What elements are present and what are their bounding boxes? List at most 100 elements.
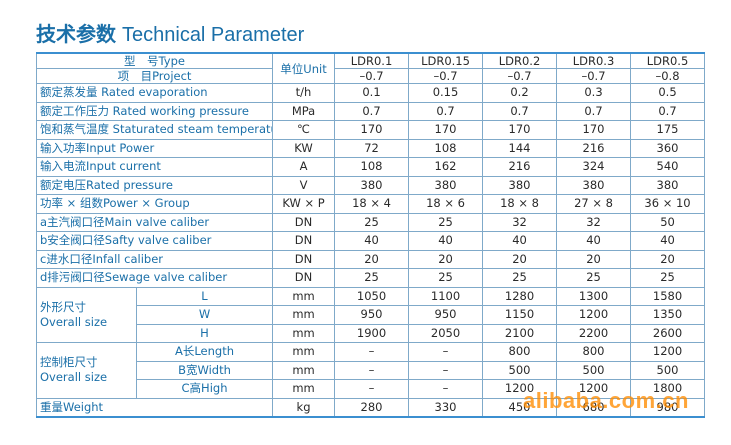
- value-cell: 1200: [556, 305, 632, 325]
- value-cell: 0.7: [482, 101, 558, 121]
- type-label: 型 号Type: [35, 52, 274, 69]
- unit-cell: mm: [272, 360, 336, 380]
- unit-cell: t/h: [272, 83, 336, 103]
- value-cell: –: [334, 342, 410, 362]
- table-row: 重量Weight kg 280 330 450 680 980: [35, 397, 706, 418]
- value-cell: 170: [556, 120, 632, 140]
- table-row: 输入功率Input Power KW 72 108 144 216 360: [35, 138, 706, 158]
- value-cell: 450: [482, 397, 558, 418]
- value-cell: 1300: [556, 286, 632, 306]
- table-row: 外形尺寸 Overall size L mm 1050 1100 1280 130…: [36, 286, 706, 343]
- table-row: b安全阀口径Safty valve caliber DN 40 40 40 40 40: [35, 231, 706, 251]
- value-cell: 380: [334, 175, 410, 195]
- value-cell: 280: [334, 397, 410, 418]
- row-label: 饱和蒸气温度 Staturated steam temperature: [35, 120, 274, 140]
- table-row: c进水口径Infall caliber DN 20 20 20 20 20: [35, 249, 706, 269]
- unit-cell: DN: [272, 249, 336, 269]
- model-4-line1: LDR0.5: [630, 52, 706, 69]
- value-cell: 50: [630, 212, 706, 232]
- value-cell: 2600: [630, 323, 706, 343]
- value-cell: 25: [408, 268, 484, 288]
- value-cell: 20: [408, 249, 484, 269]
- control-cabinet-label-en: Overall size: [40, 370, 108, 385]
- unit-cell: ℃: [272, 120, 336, 140]
- value-cell: 1200: [630, 342, 706, 362]
- unit-cell: mm: [272, 342, 336, 362]
- value-cell: 25: [334, 268, 410, 288]
- value-cell: 950: [334, 305, 410, 325]
- value-cell: 380: [556, 175, 632, 195]
- value-cell: 324: [556, 157, 632, 177]
- unit-cell: mm: [272, 305, 336, 325]
- value-cell: 175: [630, 120, 706, 140]
- dim-label: C高High: [135, 379, 274, 399]
- value-cell: 0.1: [334, 83, 410, 103]
- overall-size-rows: 外形尺寸 Overall size L mm 1050 1100 1280 130…: [36, 286, 706, 343]
- value-cell: 18 × 6: [408, 194, 484, 214]
- value-cell: 330: [408, 397, 484, 418]
- technical-parameter-table: 型 号Type 单位Unit LDR0.1 LDR0.15 LDR0.2 LDR…: [35, 52, 706, 418]
- value-cell: 1800: [630, 379, 706, 399]
- value-cell: 108: [408, 138, 484, 158]
- value-cell: 72: [334, 138, 410, 158]
- weight-label: 重量Weight: [35, 397, 274, 418]
- value-cell: 20: [334, 249, 410, 269]
- value-cell: –: [334, 360, 410, 380]
- table-row: 输入电流Input current A 108 162 216 324 540: [35, 157, 706, 177]
- value-cell: 0.5: [630, 83, 706, 103]
- model-1-line2: –0.7: [408, 68, 484, 84]
- table-row: 额定电压Rated pressure V 380 380 380 380 380: [35, 175, 706, 195]
- row-label: 额定电压Rated pressure: [35, 175, 274, 195]
- table-row: 控制柜尺寸 Overall size A长Length mm – – 800 80…: [36, 342, 706, 399]
- table-row: d排污阀口径Sewage valve caliber DN 25 25 25 25 25: [35, 268, 706, 288]
- unit-cell: DN: [272, 268, 336, 288]
- value-cell: 680: [556, 397, 632, 418]
- value-cell: 170: [482, 120, 558, 140]
- value-cell: 36 × 10: [630, 194, 706, 214]
- unit-cell: DN: [272, 231, 336, 251]
- table-row: 额定工作压力 Rated working pressure MPa 0.7 0.7 0.…: [35, 101, 706, 121]
- table-row: C高High mm – – 1200 1200 1800: [37, 379, 706, 399]
- value-cell: 2200: [556, 323, 632, 343]
- control-cabinet-label: 控制柜尺寸 Overall size: [36, 342, 137, 399]
- value-cell: 32: [482, 212, 558, 232]
- value-cell: 20: [556, 249, 632, 269]
- value-cell: 500: [630, 360, 706, 380]
- unit-cell: A: [272, 157, 336, 177]
- row-label: c进水口径Infall caliber: [35, 249, 274, 269]
- model-3-line2: –0.7: [556, 68, 632, 84]
- value-cell: –: [408, 342, 484, 362]
- model-1-line1: LDR0.15: [408, 52, 484, 69]
- row-label: a主汽阀口径Main valve caliber: [35, 212, 274, 232]
- value-cell: –: [334, 379, 410, 399]
- unit-cell: DN: [272, 212, 336, 232]
- value-cell: 1150: [482, 305, 558, 325]
- value-cell: 800: [482, 342, 558, 362]
- value-cell: 20: [630, 249, 706, 269]
- table-row: a主汽阀口径Main valve caliber DN 25 25 32 32 50: [35, 212, 706, 232]
- unit-cell: mm: [272, 379, 336, 399]
- value-cell: 1100: [408, 286, 484, 306]
- value-cell: 40: [408, 231, 484, 251]
- table-row: W mm 950 950 1150 1200 1350: [37, 305, 706, 325]
- value-cell: 108: [334, 157, 410, 177]
- header-row-type: 型 号Type 单位Unit LDR0.1 LDR0.15 LDR0.2 LDR…: [35, 52, 706, 84]
- value-cell: 540: [630, 157, 706, 177]
- value-cell: 25: [556, 268, 632, 288]
- unit-cell: mm: [272, 323, 336, 343]
- model-3-line1: LDR0.3: [556, 52, 632, 69]
- dim-label: H: [135, 323, 274, 343]
- value-cell: 500: [556, 360, 632, 380]
- value-cell: 1350: [630, 305, 706, 325]
- value-cell: –: [408, 360, 484, 380]
- value-cell: 0.15: [408, 83, 484, 103]
- row-label: 功率 × 组数Power × Group: [35, 194, 274, 214]
- table-row: H mm 1900 2050 2100 2200 2600: [37, 323, 706, 343]
- dim-label: B宽Width: [135, 360, 274, 380]
- value-cell: 500: [482, 360, 558, 380]
- value-cell: 27 × 8: [556, 194, 632, 214]
- value-cell: 20: [482, 249, 558, 269]
- value-cell: 380: [630, 175, 706, 195]
- weight-rows: 重量Weight kg 280 330 450 680 980: [35, 397, 706, 418]
- unit-cell: MPa: [272, 101, 336, 121]
